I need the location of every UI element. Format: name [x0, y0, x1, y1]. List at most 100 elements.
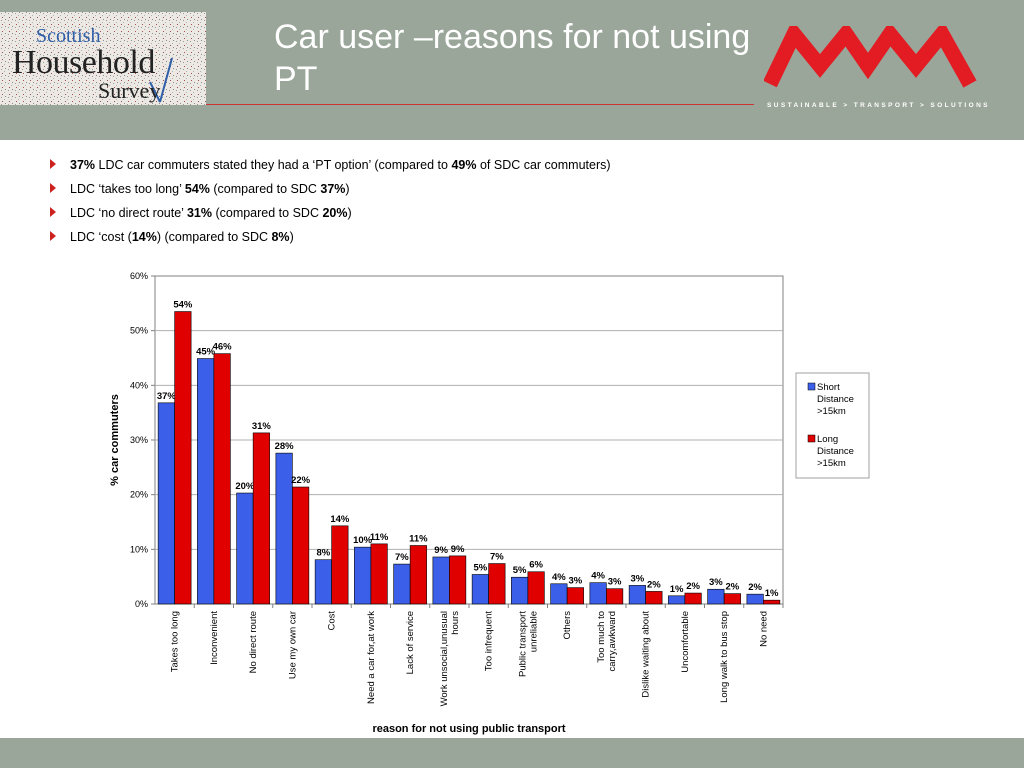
bar-long-distance: [566, 587, 584, 605]
bullet-text: LDC ‘no direct route’: [70, 206, 187, 220]
arrow-bullet-icon: [50, 231, 56, 241]
bullet-text: ): [345, 182, 350, 196]
bullet-item: LDC ‘takes too long’ 54% (compared to SD…: [48, 180, 611, 204]
bar-value-label: 46%: [213, 342, 233, 353]
bar-short-distance: [393, 563, 411, 605]
page-title: Car user –reasons for not using PT: [274, 18, 751, 98]
logo-word-survey: Survey: [98, 78, 161, 103]
bar-value-label: 9%: [434, 545, 448, 556]
bar-short-distance: [197, 358, 215, 605]
legend-label: Long: [817, 434, 838, 445]
bar-long-distance: [763, 599, 781, 605]
bar-long-distance: [723, 593, 741, 605]
bullet-text: (compared to SDC: [209, 182, 321, 196]
bullet-text: LDC car commuters stated they had a ‘PT …: [95, 158, 452, 172]
x-axis-title: reason for not using public transport: [372, 723, 565, 735]
bar-long-distance: [252, 432, 270, 605]
bar-long-distance: [213, 353, 231, 605]
x-category-label: Cost: [327, 611, 338, 631]
legend-label: Short: [817, 382, 840, 393]
bar-short-distance: [746, 593, 764, 605]
logo-speckle-texture: [0, 12, 206, 105]
bar-short-distance: [275, 452, 293, 605]
bullet-text: ) (compared to SDC: [156, 230, 272, 244]
x-category-label: hours: [450, 611, 461, 635]
bullet-text: of SDC car commuters): [476, 158, 611, 172]
bar-short-distance: [589, 582, 607, 605]
bar-value-label: 2%: [686, 581, 700, 592]
bar-value-label: 6%: [529, 560, 543, 571]
bullet-item: 37% LDC car commuters stated they had a …: [48, 156, 611, 180]
x-category-label: unreliable: [528, 611, 539, 652]
bar-value-label: 54%: [173, 300, 193, 311]
bar-value-label: 10%: [353, 535, 373, 546]
bar-short-distance: [236, 492, 254, 605]
bar-value-label: 5%: [474, 562, 488, 573]
bar-long-distance: [292, 486, 310, 605]
x-category-label: No direct route: [248, 611, 259, 673]
bar-value-label: 4%: [552, 572, 566, 583]
header-divider: [206, 104, 754, 105]
legend-label: >15km: [817, 406, 846, 417]
bar-value-label: 28%: [275, 441, 295, 452]
bar-value-label: 4%: [591, 571, 605, 582]
legend-swatch-long: [807, 434, 816, 443]
bar-short-distance: [157, 402, 175, 605]
bullet-item: LDC ‘no direct route’ 31% (compared to S…: [48, 204, 611, 228]
bar-short-distance: [432, 556, 450, 605]
bar-value-label: 7%: [395, 552, 409, 563]
bar-value-label: 3%: [709, 577, 723, 588]
legend-label: >15km: [817, 458, 846, 469]
bar-value-label: 11%: [409, 534, 428, 545]
bar-value-label: 1%: [765, 588, 779, 599]
header-band: Scottish Household Survey Car user –reas…: [0, 0, 1024, 140]
bar-short-distance: [628, 585, 646, 605]
bar-value-label: 3%: [608, 577, 622, 588]
bullet-stat: 54%: [184, 182, 210, 196]
bar-value-label: 3%: [569, 576, 583, 587]
y-tick-label: 60%: [130, 271, 148, 281]
x-category-label: Others: [562, 611, 573, 640]
bullet-stat: 20%: [322, 206, 348, 220]
bar-long-distance: [174, 311, 192, 605]
bar-value-label: 45%: [196, 347, 216, 358]
bar-short-distance: [314, 559, 332, 605]
x-category-label: Lack of service: [405, 611, 416, 674]
bar-value-label: 2%: [748, 582, 762, 593]
arrow-bullet-icon: [50, 207, 56, 217]
footer-band: [0, 738, 1024, 768]
y-tick-label: 10%: [130, 544, 148, 554]
bar-short-distance: [511, 576, 529, 605]
bullet-stat: 31%: [186, 206, 212, 220]
bar-long-distance: [409, 545, 427, 605]
x-category-label: Too infrequent: [484, 611, 495, 672]
x-category-label: Takes too long: [170, 611, 181, 672]
bar-value-label: 8%: [317, 548, 331, 559]
bar-long-distance: [488, 563, 506, 605]
bar-value-label: 20%: [235, 481, 255, 492]
bar-value-label: 14%: [330, 514, 350, 525]
bar-value-label: 37%: [157, 391, 177, 402]
legend-box: [795, 372, 870, 479]
bullet-text: LDC ‘takes too long’: [70, 182, 185, 196]
bar-value-label: 9%: [451, 544, 465, 555]
bar-long-distance: [606, 588, 624, 605]
bar-value-label: 7%: [490, 552, 504, 563]
bar-long-distance: [449, 555, 467, 605]
bar-value-label: 1%: [670, 584, 684, 595]
bullet-stat: 8%: [271, 230, 290, 244]
arrow-bullet-icon: [50, 159, 56, 169]
bar-value-label: 31%: [252, 421, 272, 432]
x-category-label: carry,awkward: [607, 611, 618, 672]
x-category-label: Long walk to bus stop: [719, 611, 730, 703]
bullet-text: LDC ‘cost (: [70, 230, 132, 244]
bar-short-distance: [668, 595, 686, 605]
bar-long-distance: [684, 592, 702, 605]
x-category-label: Inconvenient: [209, 611, 220, 665]
x-category-label: Uncomfortable: [680, 611, 691, 673]
summary-bullets: 37% LDC car commuters stated they had a …: [48, 156, 611, 252]
x-category-label: Public transport: [517, 611, 528, 677]
bullet-stat: 37%: [70, 158, 96, 172]
bullet-item: LDC ‘cost (14%) (compared to SDC 8%): [48, 228, 611, 252]
bar-value-label: 22%: [291, 475, 311, 486]
